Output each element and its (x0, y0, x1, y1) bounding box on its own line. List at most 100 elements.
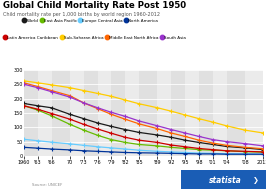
Middle East North Africa (170, 132, 173, 134)
World (138, 131, 141, 134)
Sub-Saharan Africa (225, 125, 228, 127)
Latin America Caribbean (50, 112, 53, 115)
World (262, 149, 265, 151)
World (68, 113, 72, 115)
North America (96, 150, 99, 153)
Sub-Saharan Africa (262, 132, 265, 134)
Latin America Caribbean (197, 147, 201, 150)
Sub-Saharan Africa (96, 92, 99, 94)
Line: Europe Central Asia: Europe Central Asia (22, 137, 265, 156)
Middle East North Africa (22, 82, 26, 84)
Bar (84, 70, 98, 156)
Europe Central Asia (243, 153, 247, 155)
World (243, 147, 247, 149)
North America (243, 153, 247, 155)
Legend: Latin America Caribbean, Sub-Saharan Africa, Middle East North Africa, South Asi: Latin America Caribbean, Sub-Saharan Afr… (5, 36, 185, 40)
Bar (213, 70, 227, 156)
Latin America Caribbean (138, 139, 141, 141)
Middle East North Africa (262, 148, 265, 150)
Europe Central Asia (36, 140, 39, 142)
World (124, 128, 127, 131)
Bar (38, 70, 52, 156)
Middle East North Africa (138, 123, 141, 125)
North America (124, 151, 127, 154)
Europe Central Asia (225, 153, 228, 155)
East Asia Pacific (170, 146, 173, 149)
South Asia (124, 115, 127, 118)
Text: Source: UNICEF: Source: UNICEF (32, 183, 62, 187)
North America (110, 151, 113, 153)
Line: Middle East North Africa: Middle East North Africa (22, 81, 265, 151)
North America (36, 147, 39, 149)
Europe Central Asia (262, 153, 265, 155)
East Asia Pacific (22, 105, 26, 107)
Middle East North Africa (225, 144, 228, 146)
North America (225, 153, 228, 155)
Middle East North Africa (68, 94, 72, 97)
North America (50, 148, 53, 150)
East Asia Pacific (197, 149, 201, 151)
Text: ❯: ❯ (253, 177, 259, 184)
East Asia Pacific (36, 109, 39, 111)
North America (68, 149, 72, 151)
Latin America Caribbean (156, 141, 159, 144)
Sub-Saharan Africa (124, 99, 127, 101)
Latin America Caribbean (211, 149, 214, 151)
Sub-Saharan Africa (68, 87, 72, 89)
South Asia (96, 107, 99, 109)
Latin America Caribbean (225, 150, 228, 152)
Latin America Caribbean (22, 105, 26, 107)
Europe Central Asia (110, 147, 113, 149)
North America (211, 153, 214, 155)
Bar (111, 70, 125, 156)
North America (170, 152, 173, 154)
Middle East North Africa (124, 118, 127, 120)
Latin America Caribbean (68, 118, 72, 120)
North America (197, 153, 201, 155)
South Asia (138, 120, 141, 122)
Bar (52, 70, 70, 156)
South Asia (110, 111, 113, 113)
Bar (245, 70, 263, 156)
East Asia Pacific (156, 145, 159, 147)
World (211, 143, 214, 146)
South Asia (243, 143, 247, 145)
Latin America Caribbean (243, 150, 247, 153)
Sub-Saharan Africa (22, 80, 26, 82)
Sub-Saharan Africa (156, 107, 159, 109)
East Asia Pacific (50, 115, 53, 117)
World (225, 145, 228, 148)
World (96, 122, 99, 124)
Middle East North Africa (197, 139, 201, 141)
North America (138, 152, 141, 154)
South Asia (170, 128, 173, 131)
Europe Central Asia (96, 146, 99, 148)
South Asia (184, 132, 187, 134)
Sub-Saharan Africa (197, 118, 201, 120)
East Asia Pacific (124, 141, 127, 144)
North America (156, 152, 159, 154)
Line: World: World (22, 101, 265, 152)
Sub-Saharan Africa (170, 110, 173, 112)
Sub-Saharan Africa (110, 95, 113, 98)
Latin America Caribbean (96, 128, 99, 130)
North America (184, 153, 187, 155)
East Asia Pacific (110, 139, 113, 141)
Sub-Saharan Africa (211, 121, 214, 123)
East Asia Pacific (262, 151, 265, 153)
South Asia (211, 139, 214, 141)
Latin America Caribbean (184, 146, 187, 148)
South Asia (82, 102, 85, 104)
East Asia Pacific (82, 129, 85, 131)
Latin America Caribbean (124, 136, 127, 138)
World (170, 136, 173, 138)
Line: North America: North America (22, 145, 265, 156)
East Asia Pacific (184, 147, 187, 150)
South Asia (36, 87, 39, 89)
South Asia (225, 140, 228, 143)
Bar (227, 70, 245, 156)
Bar (139, 70, 157, 156)
Europe Central Asia (184, 151, 187, 154)
Latin America Caribbean (262, 151, 265, 153)
South Asia (156, 125, 159, 127)
